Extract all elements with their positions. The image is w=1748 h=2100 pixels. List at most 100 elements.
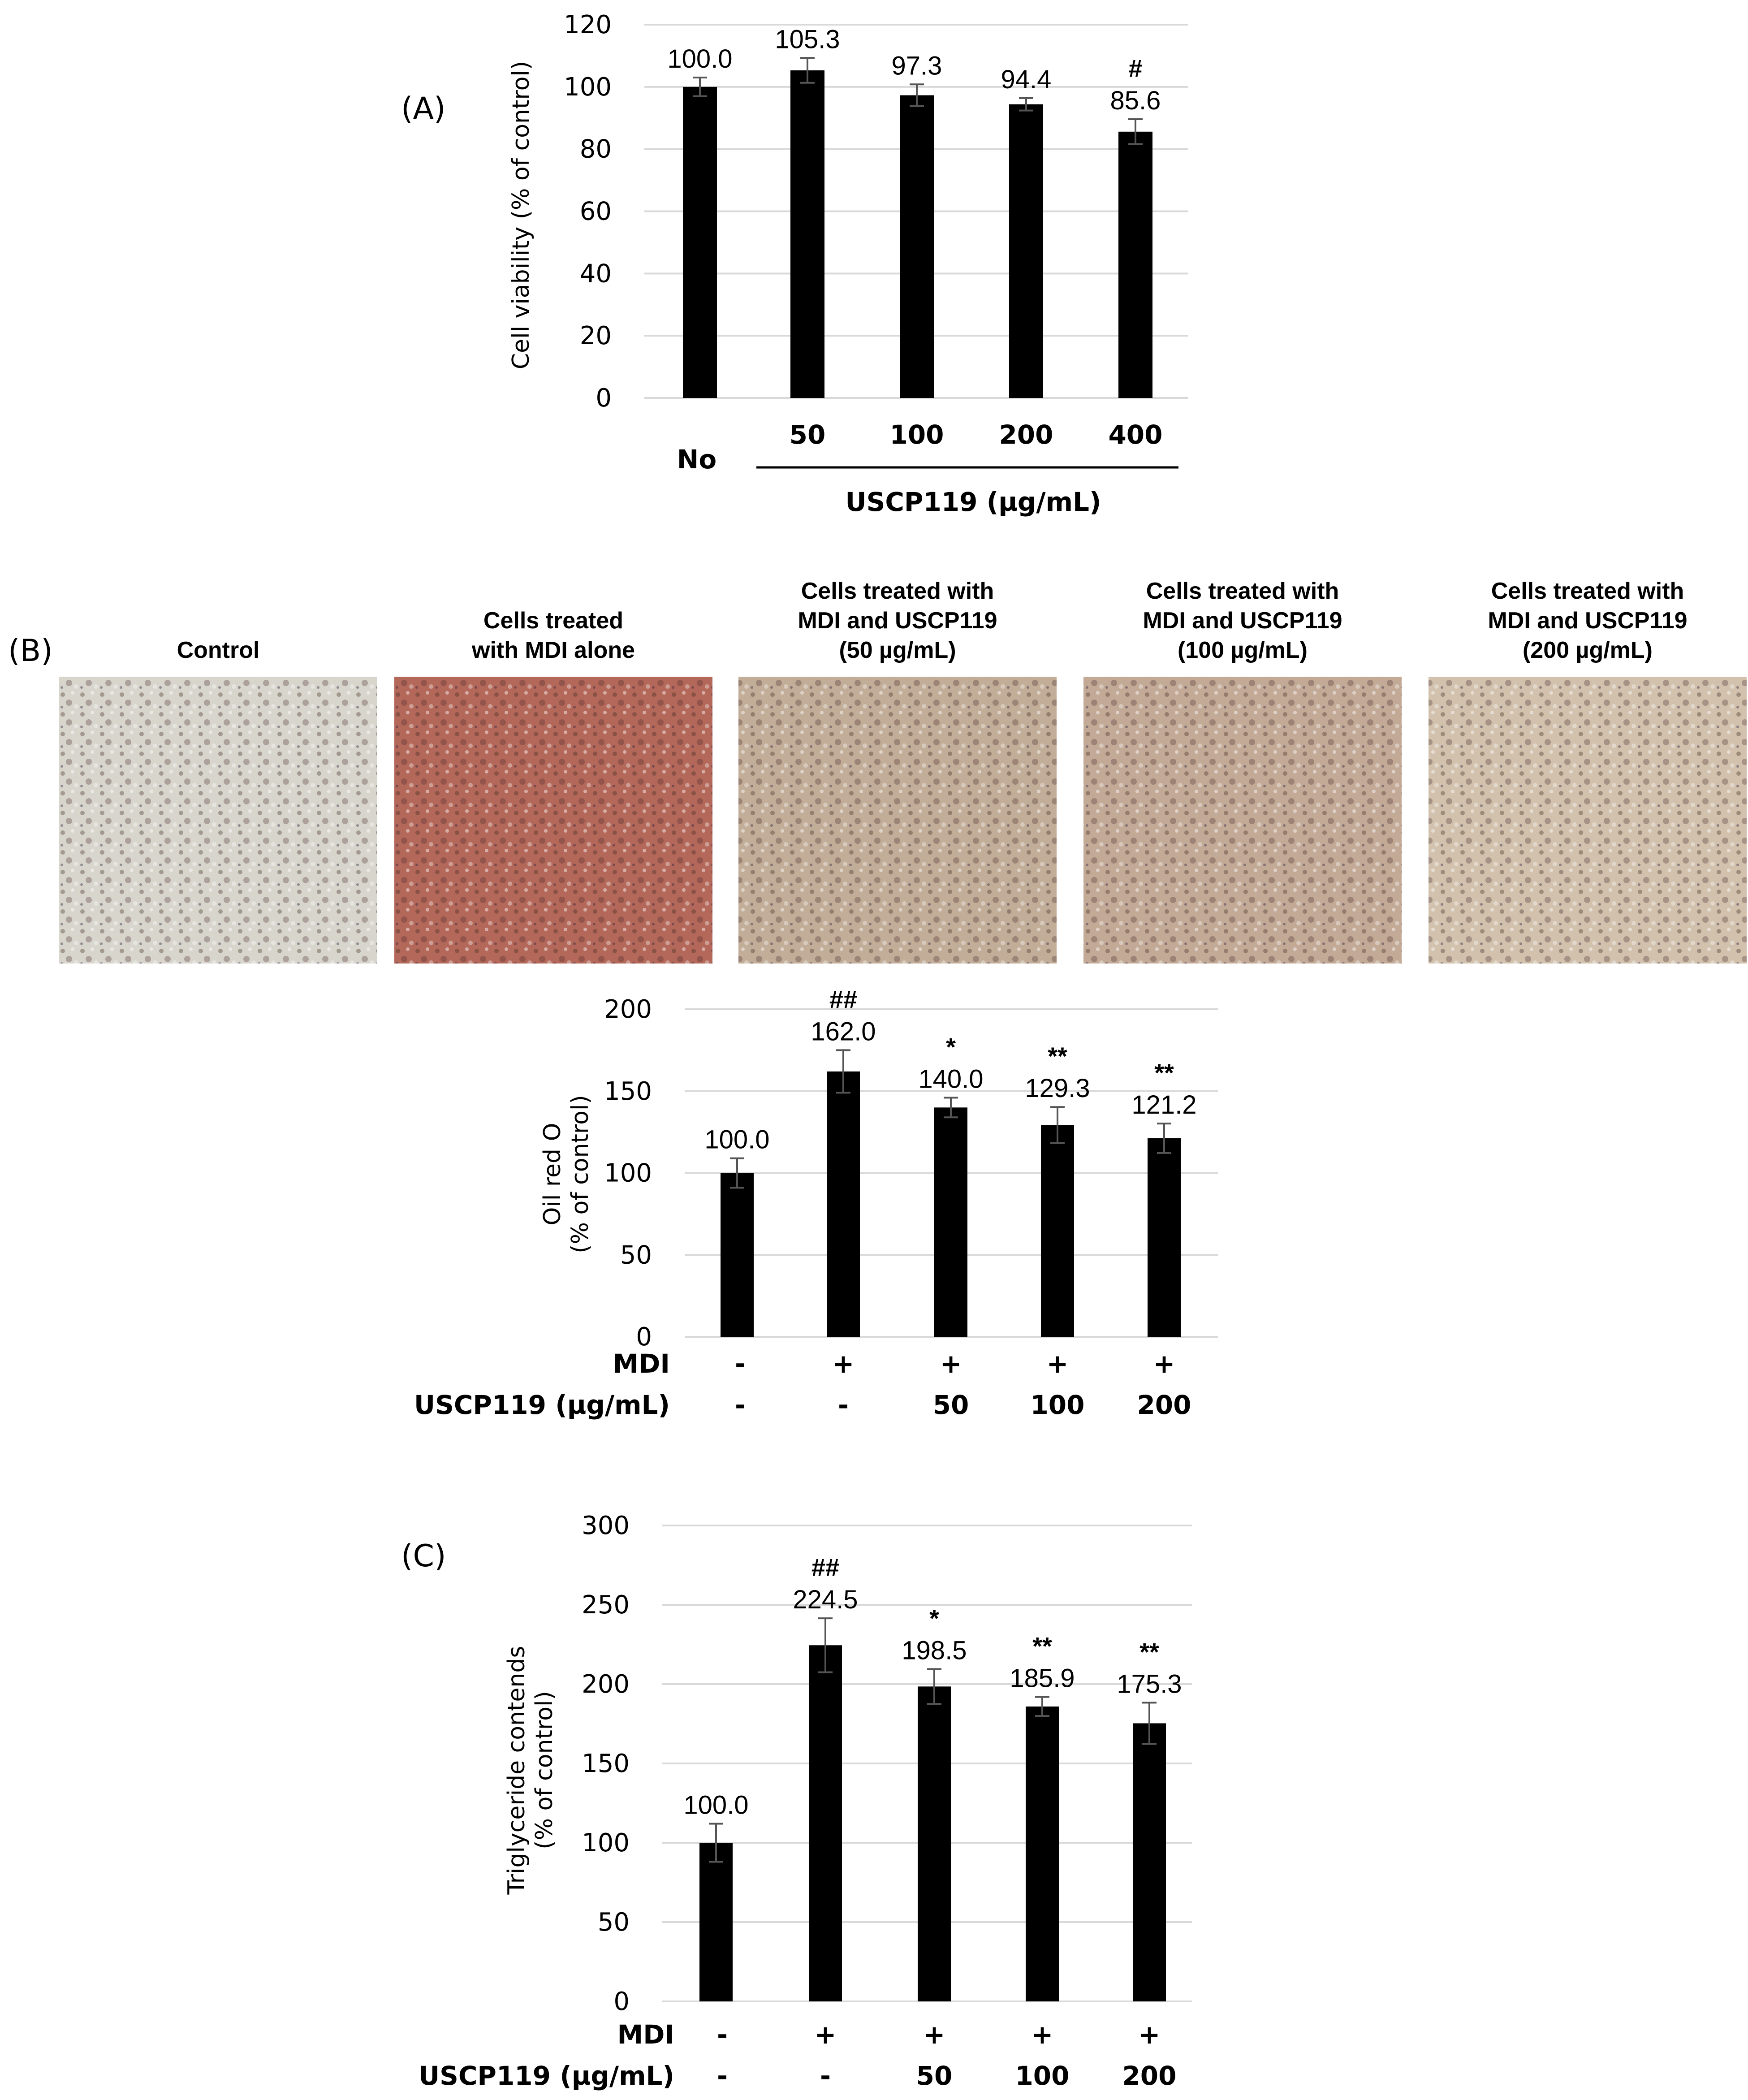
data-label: 97.3 — [892, 51, 942, 80]
chart-a-cell-viability: 0 20 40 60 80 100 120 Cell viability (% of cont… — [508, 10, 1188, 517]
y-tick-label: 100 — [564, 73, 612, 102]
condition-cell: - — [820, 2061, 831, 2091]
condition-cell: 50 — [916, 2061, 953, 2091]
data-label: 85.6 — [1110, 86, 1161, 115]
bar — [900, 95, 934, 398]
micrograph-row: Control Cells treated with MDI alone Cells … — [59, 578, 1747, 964]
condition-row-label: MDI — [613, 1348, 670, 1379]
y-tick-label: 80 — [580, 135, 612, 164]
condition-cell: - — [735, 1390, 746, 1420]
data-label: 121.2 — [1131, 1090, 1196, 1119]
y-tick-label: 60 — [580, 197, 612, 226]
y-tick-label: 0 — [636, 1322, 652, 1352]
micrograph-texture — [1429, 677, 1747, 964]
x-category-label: 200 — [999, 419, 1053, 450]
bar — [934, 1107, 967, 1337]
y-tick-label: 200 — [582, 1670, 630, 1699]
y-axis-label: Cell viability (% of control) — [508, 61, 535, 369]
bar — [809, 1645, 842, 2001]
chart-b-oil-red-o: 0 50 100 150 200 Oil red O (% of control) 100.0… — [414, 985, 1218, 1420]
y-axis-label: Oil red O — [539, 1123, 566, 1225]
condition-cell: + — [1032, 2019, 1053, 2050]
micrograph-texture — [738, 677, 1057, 964]
y-tick-label: 100 — [604, 1159, 652, 1188]
condition-cell: + — [1047, 1348, 1069, 1379]
y-tick-label: 40 — [580, 259, 612, 288]
micrograph-texture — [59, 677, 377, 964]
photo-title-line: MDI and USCP119 — [1488, 608, 1687, 634]
data-label: 140.0 — [918, 1064, 983, 1093]
condition-row-label: USCP119 (µg/mL) — [414, 1390, 670, 1420]
significance-mark: ** — [1154, 1059, 1174, 1087]
data-label: 198.5 — [902, 1636, 967, 1665]
condition-cell: + — [1153, 1348, 1175, 1379]
condition-cell: 100 — [1015, 2061, 1069, 2091]
data-label: 100.0 — [704, 1125, 769, 1154]
condition-cell: + — [833, 1348, 855, 1379]
condition-cell: + — [924, 2019, 945, 2050]
y-axis-label: (% of control) — [567, 1095, 594, 1253]
significance-mark: ## — [829, 985, 857, 1013]
condition-cell: + — [940, 1348, 962, 1379]
y-tick-label: 50 — [620, 1240, 652, 1270]
group-label: USCP119 (µg/mL) — [846, 487, 1101, 517]
data-label: 129.3 — [1025, 1074, 1090, 1103]
y-tick-label: 200 — [604, 995, 652, 1024]
y-tick-label: 150 — [604, 1077, 652, 1106]
bar — [1148, 1138, 1181, 1337]
condition-cell: 100 — [1030, 1390, 1084, 1420]
condition-cell: - — [717, 2019, 728, 2050]
condition-cell: - — [838, 1390, 849, 1420]
photo-title-line: Cells treated with — [1491, 578, 1684, 604]
condition-row-label: USCP119 (µg/mL) — [419, 2061, 674, 2091]
bar — [827, 1071, 860, 1337]
photo-title-line: with MDI alone — [471, 637, 635, 663]
data-label: 185.9 — [1010, 1664, 1075, 1693]
photo-title-line: Cells treated with — [1146, 578, 1339, 604]
significance-mark: ** — [1032, 1632, 1052, 1660]
photo-title-line: (100 µg/mL) — [1178, 637, 1308, 663]
significance-mark: * — [946, 1033, 956, 1061]
y-tick-label: 0 — [596, 384, 612, 413]
bar — [1041, 1125, 1074, 1337]
bar — [1118, 131, 1152, 398]
photo-title-line: (50 µg/mL) — [839, 637, 956, 663]
x-category-label: 100 — [889, 419, 944, 450]
panel-label-c: (C) — [401, 1538, 446, 1574]
condition-cell: - — [717, 2061, 728, 2091]
condition-cell: 50 — [933, 1390, 969, 1420]
photo-title-line: MDI and USCP119 — [1143, 608, 1342, 634]
significance-mark: ** — [1139, 1638, 1159, 1666]
y-axis-label: Triglyceride contends — [503, 1646, 530, 1895]
micrograph-texture — [1083, 677, 1402, 964]
significance-mark: # — [1128, 54, 1142, 82]
condition-cell: + — [1139, 2019, 1161, 2050]
photo-title-line: Cells treated with — [801, 578, 994, 604]
x-category-label: No — [677, 444, 716, 475]
chart-c-triglyceride: 0 50 100 150 200 250 300 Triglyceride contends(… — [419, 1511, 1192, 2091]
data-label: 94.4 — [1001, 65, 1052, 94]
y-tick-label: 150 — [582, 1749, 630, 1778]
bar — [721, 1173, 754, 1337]
y-axis-label: (% of control) — [531, 1691, 558, 1849]
y-tick-label: 50 — [598, 1908, 630, 1937]
bar — [683, 86, 717, 398]
photo-title-line: (200 µg/mL) — [1523, 637, 1653, 663]
y-tick-label: 20 — [580, 321, 612, 350]
data-label: 224.5 — [793, 1585, 858, 1614]
x-category-label: 400 — [1108, 419, 1162, 450]
significance-mark: * — [929, 1604, 939, 1632]
significance-mark: ** — [1048, 1042, 1067, 1070]
condition-cell: + — [815, 2019, 837, 2050]
photo-title-line: Cells treated — [483, 608, 623, 634]
data-label: 105.3 — [775, 25, 840, 54]
photo-title-line: Control — [177, 637, 260, 663]
y-tick-label: 300 — [582, 1511, 630, 1540]
panel-label-a: (A) — [401, 91, 446, 126]
y-tick-label: 100 — [582, 1828, 630, 1858]
condition-cell: 200 — [1137, 1390, 1191, 1420]
bar — [1133, 1723, 1166, 2001]
condition-row-label: MDI — [617, 2019, 674, 2050]
y-tick-label: 0 — [613, 1987, 630, 2016]
